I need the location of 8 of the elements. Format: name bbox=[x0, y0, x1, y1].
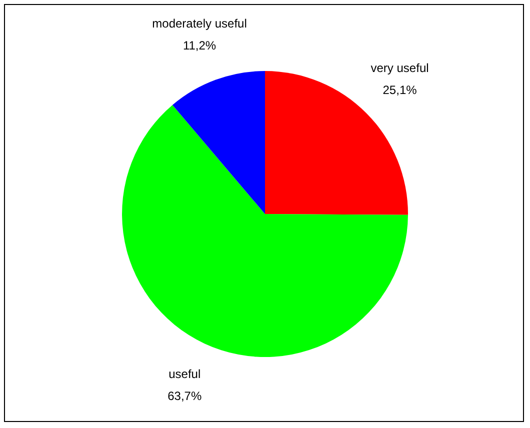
pie-slice bbox=[122, 104, 408, 357]
slice-label: useful bbox=[168, 367, 201, 382]
pie-slice bbox=[172, 71, 265, 214]
slice-label: very useful bbox=[370, 61, 429, 76]
data-label: 11,2% bbox=[182, 38, 216, 53]
slice-label: moderately useful bbox=[152, 16, 247, 31]
data-label: 25,1% bbox=[382, 83, 418, 98]
data-label: 63,7% bbox=[168, 389, 202, 404]
